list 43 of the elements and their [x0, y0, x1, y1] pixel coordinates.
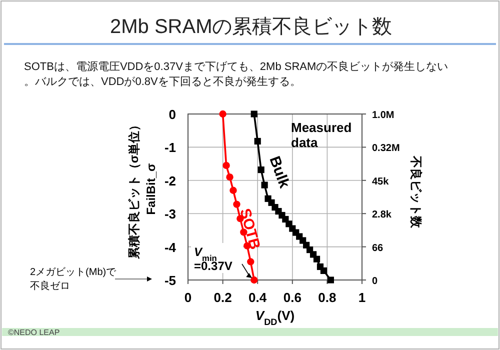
point — [219, 110, 226, 118]
point — [233, 200, 240, 208]
point — [313, 256, 320, 262]
text: 0 — [372, 276, 378, 287]
y2-axis-title: 不良ビット数 — [409, 155, 423, 229]
text: 2メガビット(Mb)で不良ゼロ — [30, 267, 118, 292]
annotation: Measured data — [291, 120, 352, 150]
text: 45k — [372, 176, 390, 188]
text: Bulk — [266, 154, 293, 192]
y-tick-label: -5 — [164, 273, 176, 288]
text: 0.32M — [372, 143, 400, 154]
text: SOTB — [236, 206, 264, 252]
x-tick-label: 1 — [358, 290, 366, 305]
y-tick-label: -1 — [164, 140, 176, 156]
point — [222, 162, 230, 170]
y-axis-title: 累積不良ビット（σ単位） FailBit_σ — [127, 118, 158, 260]
annotation: V$_{min}$ =0.37V — [194, 245, 232, 273]
y-tick-label: -2 — [164, 173, 176, 188]
point — [258, 166, 264, 174]
point — [250, 110, 258, 118]
point — [230, 186, 237, 194]
point — [261, 182, 268, 188]
y-tick-label: 0 — [168, 107, 176, 122]
y-tick-label: -3 — [164, 206, 176, 222]
point — [320, 267, 328, 274]
x-tick-label: 0.6 — [283, 290, 302, 305]
x-tick-label: 0.8 — [318, 290, 336, 305]
point — [250, 276, 258, 284]
point — [327, 276, 334, 284]
text: 1.0M — [372, 110, 394, 121]
y-tick-label: -4 — [164, 240, 177, 255]
chart-subtitle: SOTBは、電源電圧VDDを0.37Vまで下げても、2Mb SRAMの不良ビットが発生しない。バルクでは、VDDが0.8Vを下回ると不良が発生する。 — [24, 60, 448, 88]
point — [226, 173, 234, 181]
x-tick-label: 0 — [184, 290, 192, 305]
chart-title: 2Mb SRAMの累積不良ビット数 — [110, 16, 392, 38]
point — [254, 138, 261, 145]
x-tick-label: 0.4 — [248, 290, 268, 305]
x-tick-label: 0.2 — [214, 290, 232, 305]
text: ©NEDO LEAP — [8, 328, 60, 337]
text: 66 — [372, 242, 384, 254]
x-axis-title: V$_{DD}$(V) — [255, 308, 295, 327]
point — [247, 258, 254, 266]
text: 2.8k — [372, 210, 392, 221]
